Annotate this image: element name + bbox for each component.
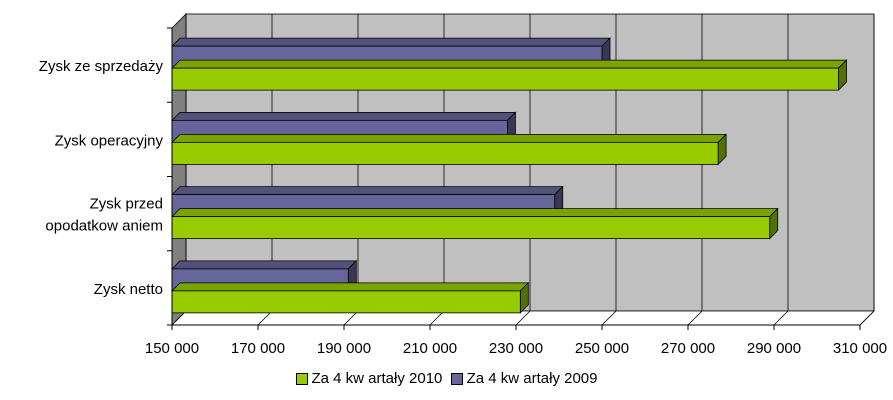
x-tick-label: 170 000: [231, 340, 285, 357]
category-label: Zysk operacyjny: [55, 132, 164, 149]
category-label: opodatkow aniem: [45, 218, 163, 235]
legend-swatch-2010: [295, 372, 308, 385]
x-tick-label: 310 000: [833, 340, 887, 357]
bar-top-face: [171, 59, 848, 69]
bar-top-face: [171, 37, 611, 47]
bar-top-face: [171, 282, 530, 292]
category-label: Zysk przed: [90, 196, 163, 213]
x-tick-label: 290 000: [747, 340, 801, 357]
bar: [171, 281, 530, 314]
bar-top-face: [171, 208, 779, 218]
bar: [171, 133, 728, 166]
x-tick-label: 210 000: [403, 340, 457, 357]
bar-front-face: [171, 290, 521, 314]
x-tick-label: 230 000: [489, 340, 543, 357]
bar-top-face: [171, 186, 564, 196]
gridline-floor: [429, 310, 445, 326]
gridline-floor: [257, 310, 273, 326]
x-tick-label: 270 000: [661, 340, 715, 357]
gridline-floor: [601, 310, 617, 326]
legend-label-2010: Za 4 kw artały 2010: [311, 370, 443, 387]
legend-label-2009: Za 4 kw artały 2009: [466, 370, 598, 387]
bar: [171, 59, 848, 92]
bar-front-face: [171, 67, 839, 91]
x-tick-label: 150 000: [145, 340, 199, 357]
bar-top-face: [171, 133, 728, 143]
bar-chart: 150 000 170 000 190 000 210 000 230 000 250 0…: [39, 13, 887, 357]
bar: [171, 207, 779, 240]
bar-front-face: [171, 141, 719, 165]
gridline-floor: [859, 310, 875, 326]
gridline-floor: [515, 310, 531, 326]
gridline-floor: [171, 310, 187, 326]
x-tick-label: 250 000: [575, 340, 629, 357]
category-label: Zysk ze sprzedaży: [39, 58, 164, 75]
gridline-floor: [687, 310, 703, 326]
legend: Za 4 kw artały 2010 Za 4 kw artały 2009: [0, 370, 893, 389]
legend-swatch-2009: [450, 372, 463, 385]
legend-item-2010: Za 4 kw artały 2010: [295, 370, 443, 387]
category-label: Zysk netto: [94, 281, 163, 298]
bar-front-face: [171, 216, 771, 240]
legend-item-2009: Za 4 kw artały 2009: [450, 370, 598, 387]
bar-top-face: [171, 111, 517, 121]
gridline-floor: [343, 310, 359, 326]
bar-top-face: [171, 260, 358, 270]
x-tick-label: 190 000: [317, 340, 371, 357]
gridline-floor: [773, 310, 789, 326]
